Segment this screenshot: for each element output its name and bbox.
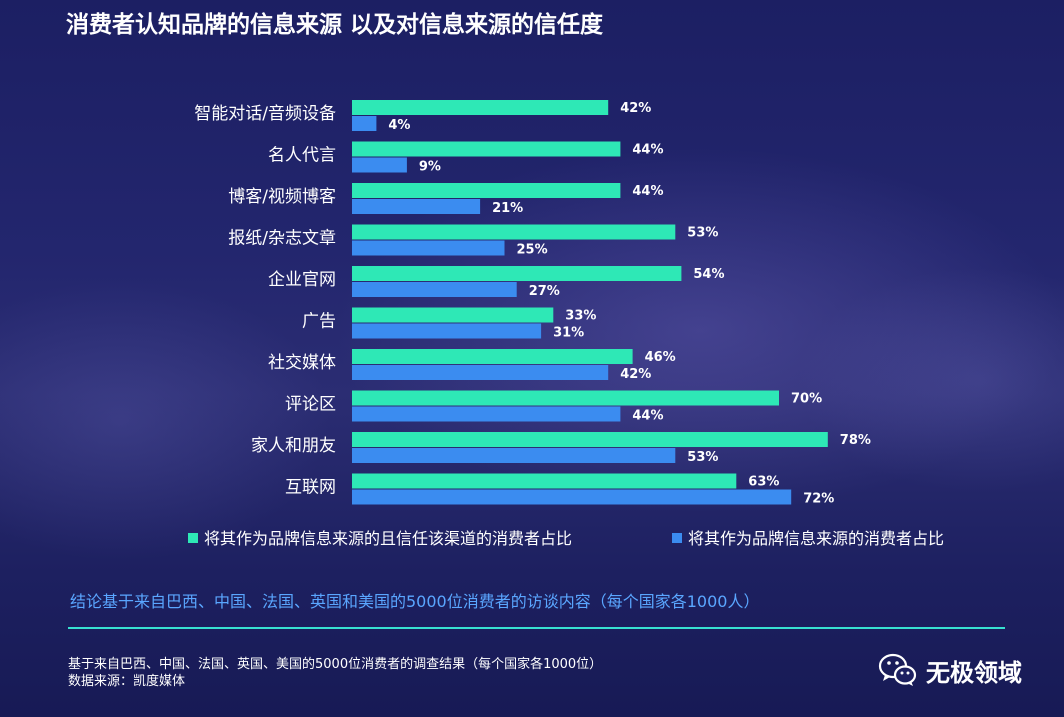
category-label: 广告 bbox=[302, 312, 336, 332]
bar-source bbox=[352, 282, 517, 297]
bar-trust bbox=[352, 141, 621, 157]
data-label-trust: 44% bbox=[632, 184, 663, 199]
data-label-trust: 70% bbox=[791, 392, 822, 407]
footnote-survey: 基于来自巴西、中国、法国、英国、美国的5000位消费者的调查结果（每个国家各10… bbox=[68, 657, 603, 672]
legend-swatch-trust bbox=[188, 533, 198, 543]
data-label-source: 44% bbox=[632, 409, 663, 424]
data-label-trust: 42% bbox=[620, 101, 651, 116]
data-label-source: 27% bbox=[529, 284, 560, 299]
data-label-source: 53% bbox=[687, 450, 718, 465]
legend-label-trust: 将其作为品牌信息来源的且信任该渠道的消费者占比 bbox=[204, 529, 572, 548]
data-label-trust: 44% bbox=[632, 143, 663, 158]
data-label-trust: 54% bbox=[693, 267, 724, 282]
bar-source bbox=[352, 157, 407, 173]
category-label: 社交媒体 bbox=[268, 353, 336, 373]
data-label-trust: 78% bbox=[840, 433, 871, 448]
bar-source bbox=[352, 323, 542, 339]
bar-trust bbox=[352, 224, 676, 240]
bar-source bbox=[352, 240, 505, 256]
bar-trust bbox=[352, 473, 737, 489]
bar-trust bbox=[352, 100, 609, 115]
category-label: 企业官网 bbox=[268, 270, 336, 290]
brand-mark: 无极领域 bbox=[878, 652, 1022, 688]
wechat-icon bbox=[878, 653, 917, 686]
category-label: 智能对话/音频设备 bbox=[194, 104, 336, 124]
data-label-source: 72% bbox=[803, 492, 834, 507]
bar-trust bbox=[352, 390, 779, 406]
legend-label-source: 将其作为品牌信息来源的消费者占比 bbox=[688, 529, 944, 548]
category-label: 家人和朋友 bbox=[251, 436, 336, 456]
bar-trust bbox=[352, 349, 633, 364]
data-label-source: 31% bbox=[553, 326, 584, 341]
data-label-trust: 63% bbox=[748, 475, 779, 490]
data-label-trust: 53% bbox=[687, 226, 718, 241]
bar-source bbox=[352, 365, 609, 380]
bar-trust bbox=[352, 432, 828, 447]
category-label: 报纸/杂志文章 bbox=[228, 229, 336, 249]
data-label-source: 21% bbox=[492, 201, 523, 216]
bar-source bbox=[352, 116, 377, 131]
data-label-source: 42% bbox=[620, 367, 651, 382]
data-label-source: 4% bbox=[388, 118, 410, 133]
bar-trust bbox=[352, 183, 621, 198]
bar-trust bbox=[352, 266, 682, 281]
category-label: 互联网 bbox=[285, 478, 336, 498]
bar-trust bbox=[352, 307, 554, 323]
conclusion-text: 结论基于来自巴西、中国、法国、英国和美国的5000位消费者的访谈内容（每个国家各… bbox=[70, 592, 760, 611]
data-label-source: 25% bbox=[517, 243, 548, 258]
footnote-source: 数据来源：凯度媒体 bbox=[68, 674, 186, 689]
category-label: 名人代言 bbox=[268, 146, 336, 166]
category-label: 博客/视频博客 bbox=[228, 187, 336, 207]
bar-source bbox=[352, 489, 792, 505]
category-label: 评论区 bbox=[285, 395, 336, 415]
data-label-source: 9% bbox=[419, 160, 441, 175]
brand-name: 无极领域 bbox=[926, 658, 1022, 687]
bar-source bbox=[352, 199, 481, 214]
data-label-trust: 46% bbox=[645, 350, 676, 365]
chart-title: 消费者认知品牌的信息来源 以及对信息来源的信任度 bbox=[66, 12, 604, 38]
bar-source bbox=[352, 448, 676, 463]
divider-line bbox=[68, 627, 1005, 629]
bar-chart: 智能对话/音频设备 42% 4% 名人代言 44% 9% 博客/视频博客 44% 21% 报纸/杂… bbox=[188, 100, 944, 548]
legend-swatch-source bbox=[672, 533, 682, 543]
bar-source bbox=[352, 406, 621, 422]
data-label-trust: 33% bbox=[565, 309, 596, 324]
